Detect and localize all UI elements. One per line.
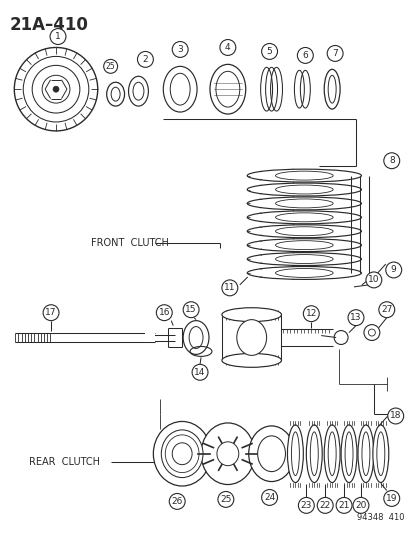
Text: 24: 24 [263, 493, 275, 502]
Circle shape [326, 45, 342, 61]
Text: 23: 23 [300, 501, 311, 510]
Text: 25: 25 [106, 62, 115, 71]
Text: 1: 1 [55, 32, 61, 41]
Ellipse shape [357, 425, 373, 482]
Circle shape [335, 497, 351, 513]
Text: 15: 15 [185, 305, 197, 314]
Circle shape [137, 52, 153, 67]
Text: 20: 20 [354, 501, 366, 510]
Text: 4: 4 [225, 43, 230, 52]
Text: 21: 21 [337, 501, 349, 510]
Ellipse shape [361, 432, 369, 475]
Circle shape [183, 302, 199, 318]
Ellipse shape [236, 320, 266, 356]
Text: 8: 8 [388, 156, 394, 165]
Circle shape [261, 44, 277, 59]
Ellipse shape [310, 432, 318, 475]
Text: 9: 9 [390, 265, 396, 274]
Ellipse shape [323, 425, 339, 482]
Text: 2: 2 [142, 55, 148, 64]
Circle shape [378, 302, 394, 318]
Text: 22: 22 [319, 501, 330, 510]
Ellipse shape [287, 425, 303, 482]
Text: 14: 14 [194, 368, 205, 377]
Ellipse shape [216, 442, 238, 466]
Ellipse shape [291, 432, 299, 475]
Circle shape [169, 494, 185, 510]
Ellipse shape [161, 430, 202, 478]
Ellipse shape [340, 425, 356, 482]
Circle shape [297, 47, 313, 63]
Ellipse shape [306, 425, 321, 482]
Circle shape [387, 408, 403, 424]
Ellipse shape [328, 432, 335, 475]
Text: 3: 3 [177, 45, 183, 54]
Text: 26: 26 [171, 497, 183, 506]
Circle shape [192, 365, 207, 380]
Ellipse shape [372, 425, 388, 482]
Text: 10: 10 [367, 276, 379, 285]
Circle shape [219, 39, 235, 55]
Circle shape [221, 280, 237, 296]
Circle shape [383, 153, 399, 168]
Circle shape [365, 272, 381, 288]
Text: 5: 5 [266, 47, 272, 56]
Text: 19: 19 [385, 494, 396, 503]
Ellipse shape [257, 436, 285, 472]
Ellipse shape [183, 321, 209, 354]
Circle shape [172, 42, 188, 58]
Text: 94348  410: 94348 410 [356, 513, 404, 522]
Ellipse shape [248, 426, 294, 481]
Ellipse shape [376, 432, 384, 475]
Circle shape [261, 489, 277, 505]
Text: 27: 27 [380, 305, 392, 314]
Circle shape [53, 86, 59, 92]
Circle shape [217, 491, 233, 507]
Circle shape [103, 59, 117, 74]
Text: FRONT  CLUTCH: FRONT CLUTCH [90, 238, 168, 248]
Text: 12: 12 [305, 309, 316, 318]
Circle shape [316, 497, 332, 513]
Circle shape [383, 490, 399, 506]
Circle shape [352, 497, 368, 513]
Text: 13: 13 [349, 313, 361, 322]
Circle shape [385, 262, 401, 278]
Circle shape [303, 306, 318, 321]
Circle shape [50, 29, 66, 44]
Text: 17: 17 [45, 308, 57, 317]
Text: 16: 16 [158, 308, 170, 317]
Text: 21A–410: 21A–410 [9, 15, 88, 34]
Circle shape [347, 310, 363, 326]
Ellipse shape [221, 353, 281, 367]
Circle shape [156, 305, 172, 321]
Circle shape [43, 305, 59, 321]
Ellipse shape [201, 423, 254, 484]
Text: 11: 11 [223, 284, 235, 293]
Ellipse shape [221, 308, 281, 321]
Ellipse shape [344, 432, 352, 475]
Text: 25: 25 [220, 495, 231, 504]
Text: REAR  CLUTCH: REAR CLUTCH [29, 457, 100, 467]
Ellipse shape [153, 422, 211, 486]
Text: 18: 18 [389, 411, 401, 421]
Text: 7: 7 [332, 49, 337, 58]
Circle shape [298, 497, 313, 513]
FancyBboxPatch shape [145, 333, 155, 343]
Text: 6: 6 [302, 51, 307, 60]
